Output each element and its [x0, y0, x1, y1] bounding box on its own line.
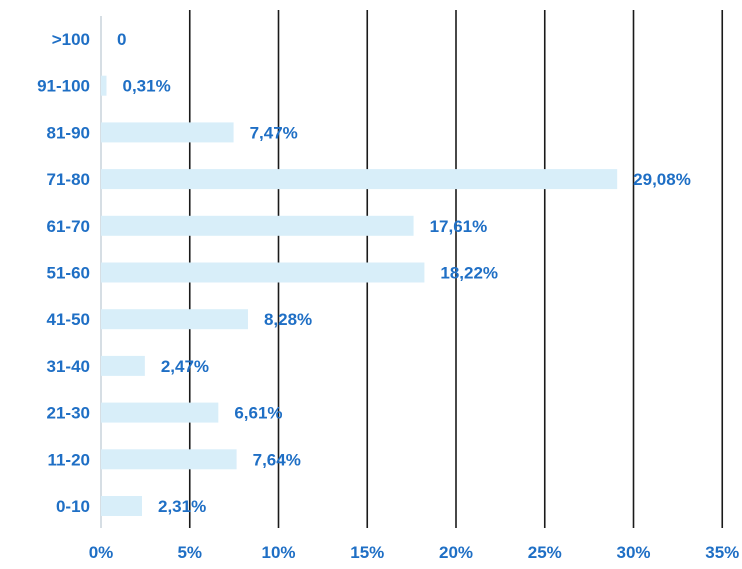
data-labels: 2,31% 7,64% 6,61% 2,47% 8,28% 18,22% 17,61% 29,… [117, 30, 691, 516]
data-label: 18,22% [440, 264, 498, 283]
bar-31-40 [101, 355, 145, 376]
data-label: 7,47% [250, 123, 298, 142]
data-label: 6,61% [234, 404, 282, 423]
bar-61-70 [101, 215, 414, 236]
data-label: 2,47% [161, 357, 209, 376]
category-label: 21-30 [47, 404, 90, 423]
category-label: 41-50 [47, 310, 90, 329]
x-tick-label: 10% [261, 543, 295, 562]
bar-11-20 [101, 449, 237, 470]
x-tick-label: 0% [89, 543, 114, 562]
category-labels: 0-10 11-20 21-30 31-40 41-50 51-60 61-70 71-80 8… [37, 30, 90, 516]
category-label: 0-10 [56, 497, 90, 516]
bar-81-90 [101, 122, 234, 143]
bar-91-100 [101, 75, 107, 96]
category-label: 71-80 [47, 170, 90, 189]
data-label: 2,31% [158, 497, 206, 516]
category-label: 31-40 [47, 357, 90, 376]
bar-71-80 [101, 169, 618, 190]
category-label: >100 [52, 30, 90, 49]
category-label: 11-20 [47, 450, 90, 469]
x-tick-label: 15% [350, 543, 384, 562]
data-label: 0 [117, 30, 126, 49]
data-label: 29,08% [633, 170, 691, 189]
category-label: 81-90 [47, 123, 90, 142]
bar-21-30 [101, 402, 219, 423]
data-label: 0,31% [123, 77, 171, 96]
category-label: 61-70 [47, 217, 90, 236]
data-label: 7,64% [253, 450, 301, 469]
x-tick-label: 25% [528, 543, 562, 562]
bar-51-60 [101, 262, 425, 283]
x-tick-label: 35% [705, 543, 739, 562]
data-label: 17,61% [430, 217, 488, 236]
bar-0-10 [101, 496, 143, 516]
category-label: 51-60 [47, 264, 90, 283]
data-label: 8,28% [264, 310, 312, 329]
x-tick-label: 5% [177, 543, 202, 562]
x-tick-label: 20% [439, 543, 473, 562]
category-label: 91-100 [37, 77, 90, 96]
bar-41-50 [101, 309, 248, 330]
x-axis-tick-labels: 0% 5% 10% 15% 20% 25% 30% 35% [89, 543, 740, 562]
bars [101, 75, 618, 516]
x-tick-label: 30% [616, 543, 650, 562]
